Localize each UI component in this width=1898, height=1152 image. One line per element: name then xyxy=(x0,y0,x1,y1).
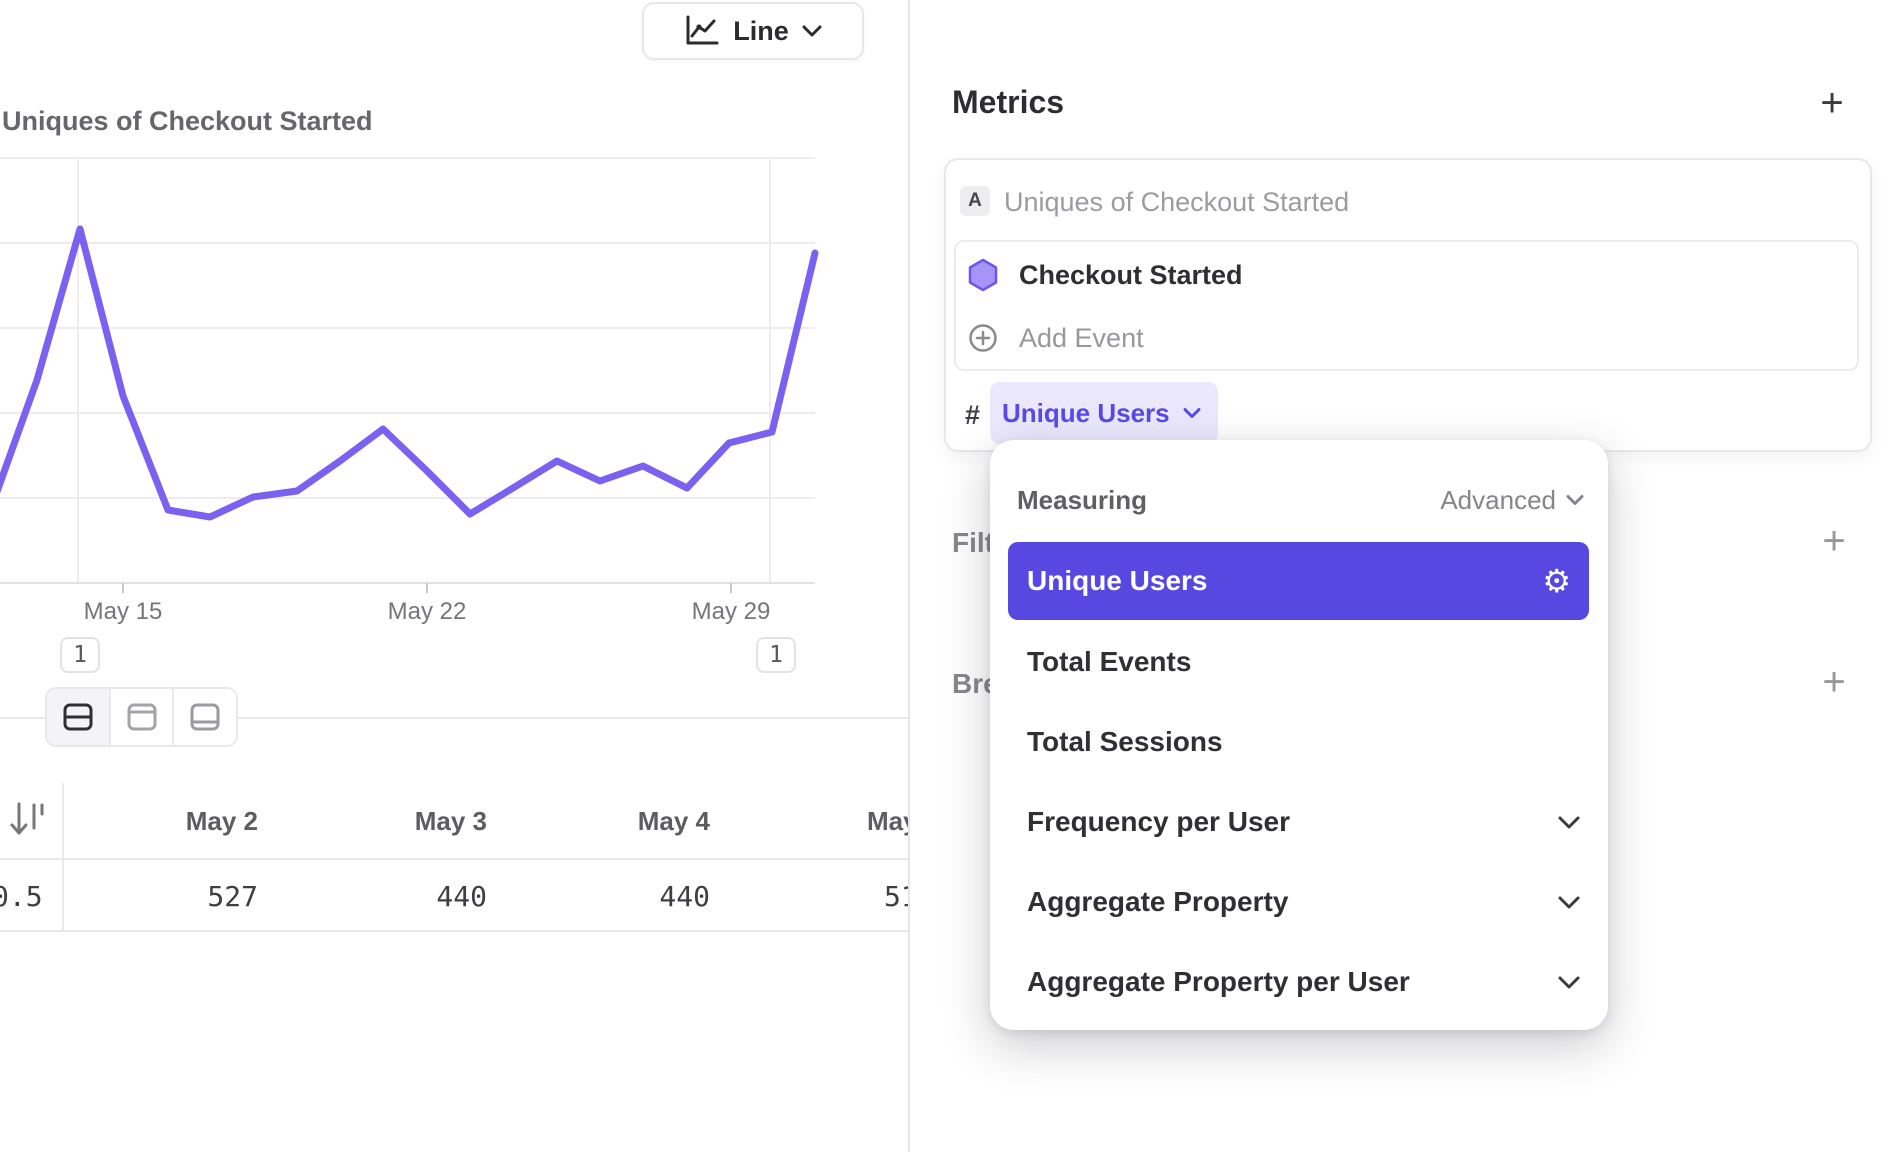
table-column-header[interactable]: May 4 xyxy=(637,806,710,836)
add-metric-button[interactable]: + xyxy=(1815,81,1849,125)
menu-item-aggregate-property[interactable]: Aggregate Property xyxy=(990,862,1608,942)
chevron-down-icon xyxy=(1566,495,1584,505)
menu-item-label: Aggregate Property per User xyxy=(1027,966,1410,997)
chart-gridlines xyxy=(0,157,815,583)
sort-descending-icon[interactable] xyxy=(6,798,46,842)
table-cell: 51 xyxy=(884,880,908,913)
add-event-label: Add Event xyxy=(1019,322,1144,353)
metric-card-title: Uniques of Checkout Started xyxy=(1004,187,1350,217)
menu-item-aggregate-property-per-user[interactable]: Aggregate Property per User xyxy=(990,942,1608,1022)
filters-section-label: Filt xyxy=(952,527,994,558)
pagination-button-left[interactable]: 1 xyxy=(60,637,100,673)
metric-card-a: A Uniques of Checkout Started Checkout S… xyxy=(944,158,1872,452)
view-toggle xyxy=(45,687,238,747)
chevron-down-icon xyxy=(1183,408,1201,418)
chevron-down-icon xyxy=(802,25,822,37)
panel-divider xyxy=(908,0,910,1152)
top-panel-view-icon xyxy=(127,703,156,731)
measuring-dropdown: Measuring Advanced Unique Users ⚙ Total … xyxy=(990,440,1608,1030)
bottom-panel-view-icon xyxy=(190,703,220,731)
x-tick-label: May 22 xyxy=(387,598,467,625)
table-column-header[interactable]: May 3 xyxy=(414,806,487,836)
table-row-border xyxy=(0,930,908,932)
line-chart-icon xyxy=(686,15,719,45)
view-toggle-chart-only[interactable] xyxy=(108,689,173,745)
menu-item-label: Aggregate Property xyxy=(1027,886,1289,917)
menu-item-total-sessions[interactable]: Total Sessions xyxy=(990,702,1608,782)
pagination-button-right[interactable]: 1 xyxy=(756,637,796,673)
menu-item-label: Total Events xyxy=(1027,646,1192,677)
menu-item-unique-users-selected[interactable]: Unique Users ⚙ xyxy=(1008,542,1589,620)
menu-item-label: Total Sessions xyxy=(1027,726,1223,757)
advanced-toggle[interactable]: Advanced xyxy=(1440,485,1585,516)
chart-title: Uniques of Checkout Started xyxy=(2,106,373,136)
add-event-button[interactable]: Add Event xyxy=(956,308,1857,368)
measurement-prefix: # xyxy=(965,400,981,430)
dropdown-header: Measuring Advanced xyxy=(1017,480,1585,520)
add-filter-button[interactable]: + xyxy=(1817,519,1851,563)
view-toggle-table-only[interactable] xyxy=(172,689,236,745)
split-view-icon xyxy=(63,703,93,731)
table-column-header[interactable]: May xyxy=(867,806,908,836)
chart-panel: Line Uniques of Checkout Started xyxy=(0,0,908,1152)
event-name: Checkout Started xyxy=(1019,259,1243,290)
chevron-down-icon xyxy=(1558,816,1580,828)
x-tick-label: May 29 xyxy=(691,598,771,625)
hexagon-event-icon xyxy=(966,258,1000,292)
menu-item-frequency-per-user[interactable]: Frequency per User xyxy=(990,782,1608,862)
measuring-label: Measuring xyxy=(1017,484,1148,515)
event-list-card: Checkout Started Add Event xyxy=(954,240,1859,371)
plus-icon: + xyxy=(1822,519,1846,563)
menu-item-label: Frequency per User xyxy=(1027,806,1290,837)
section-divider xyxy=(0,717,908,719)
menu-item-total-events[interactable]: Total Events xyxy=(990,622,1608,702)
plus-icon: + xyxy=(1820,81,1844,125)
advanced-label: Advanced xyxy=(1440,484,1556,515)
table-column-divider xyxy=(62,783,64,931)
table-row-label-partial: 0.5 xyxy=(0,880,43,913)
metric-letter-badge: A xyxy=(960,186,990,216)
chart-type-button[interactable]: Line xyxy=(642,2,864,60)
x-axis-ticks xyxy=(122,583,732,593)
add-breakdown-button[interactable]: + xyxy=(1817,660,1851,704)
table-cell: 440 xyxy=(659,880,710,913)
plus-circle-icon xyxy=(966,323,1000,353)
measurement-chip[interactable]: Unique Users xyxy=(990,382,1218,444)
chevron-down-icon xyxy=(1558,976,1580,988)
x-tick-label: May 15 xyxy=(83,598,163,625)
line-chart[interactable] xyxy=(0,150,908,595)
metrics-section-title: Metrics xyxy=(952,84,1065,120)
chart-line-series xyxy=(0,225,819,521)
measurement-value: Unique Users xyxy=(1002,397,1170,428)
plus-icon: + xyxy=(1822,660,1846,704)
table-cell: 440 xyxy=(436,880,487,913)
gear-icon[interactable]: ⚙ xyxy=(1542,563,1571,599)
selected-item-label: Unique Users xyxy=(1027,565,1208,596)
table-header-border xyxy=(0,858,908,860)
chevron-down-icon xyxy=(1558,896,1580,908)
view-toggle-split[interactable] xyxy=(47,689,109,745)
table-column-header[interactable]: May 2 xyxy=(185,806,258,836)
chart-type-label: Line xyxy=(733,15,789,46)
event-row[interactable]: Checkout Started xyxy=(956,242,1857,308)
table-cell: 527 xyxy=(207,880,258,913)
